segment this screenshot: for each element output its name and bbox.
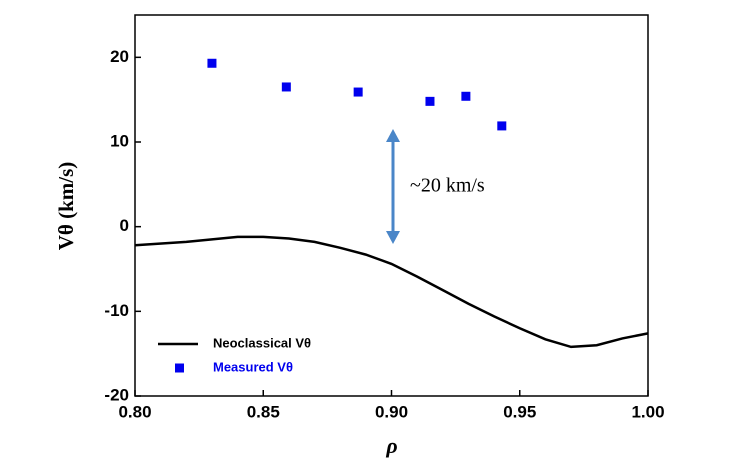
y-tick-label: -10 — [104, 301, 129, 320]
arrow-head — [386, 129, 400, 142]
legend-label: Neoclassical Vθ — [213, 335, 311, 350]
y-tick-label: 0 — [120, 216, 129, 235]
point — [461, 91, 471, 101]
point — [497, 121, 507, 131]
plot-frame — [134, 14, 649, 397]
arrow-head — [386, 231, 400, 244]
x-tick-label: 1.00 — [631, 402, 664, 421]
point — [281, 82, 291, 92]
y-tick-label: 10 — [110, 131, 129, 150]
point — [353, 87, 363, 97]
x-axis-label: ρ — [385, 433, 397, 458]
legend-label: Measured Vθ — [213, 359, 293, 374]
x-tick-label: 0.90 — [375, 402, 408, 421]
annotation: ~20 km/s — [410, 175, 485, 197]
y-axis-label: Vθ (km/s) — [54, 162, 78, 251]
line — [134, 235, 649, 349]
legend-swatch — [175, 363, 184, 373]
y-tick-label: -20 — [104, 385, 129, 404]
x-tick-label: 0.80 — [118, 402, 151, 421]
x-tick-label: 0.85 — [247, 402, 280, 421]
y-tick-label: 20 — [110, 47, 129, 66]
x-tick-label: 0.95 — [503, 402, 536, 421]
point — [425, 96, 435, 106]
point — [207, 58, 217, 68]
